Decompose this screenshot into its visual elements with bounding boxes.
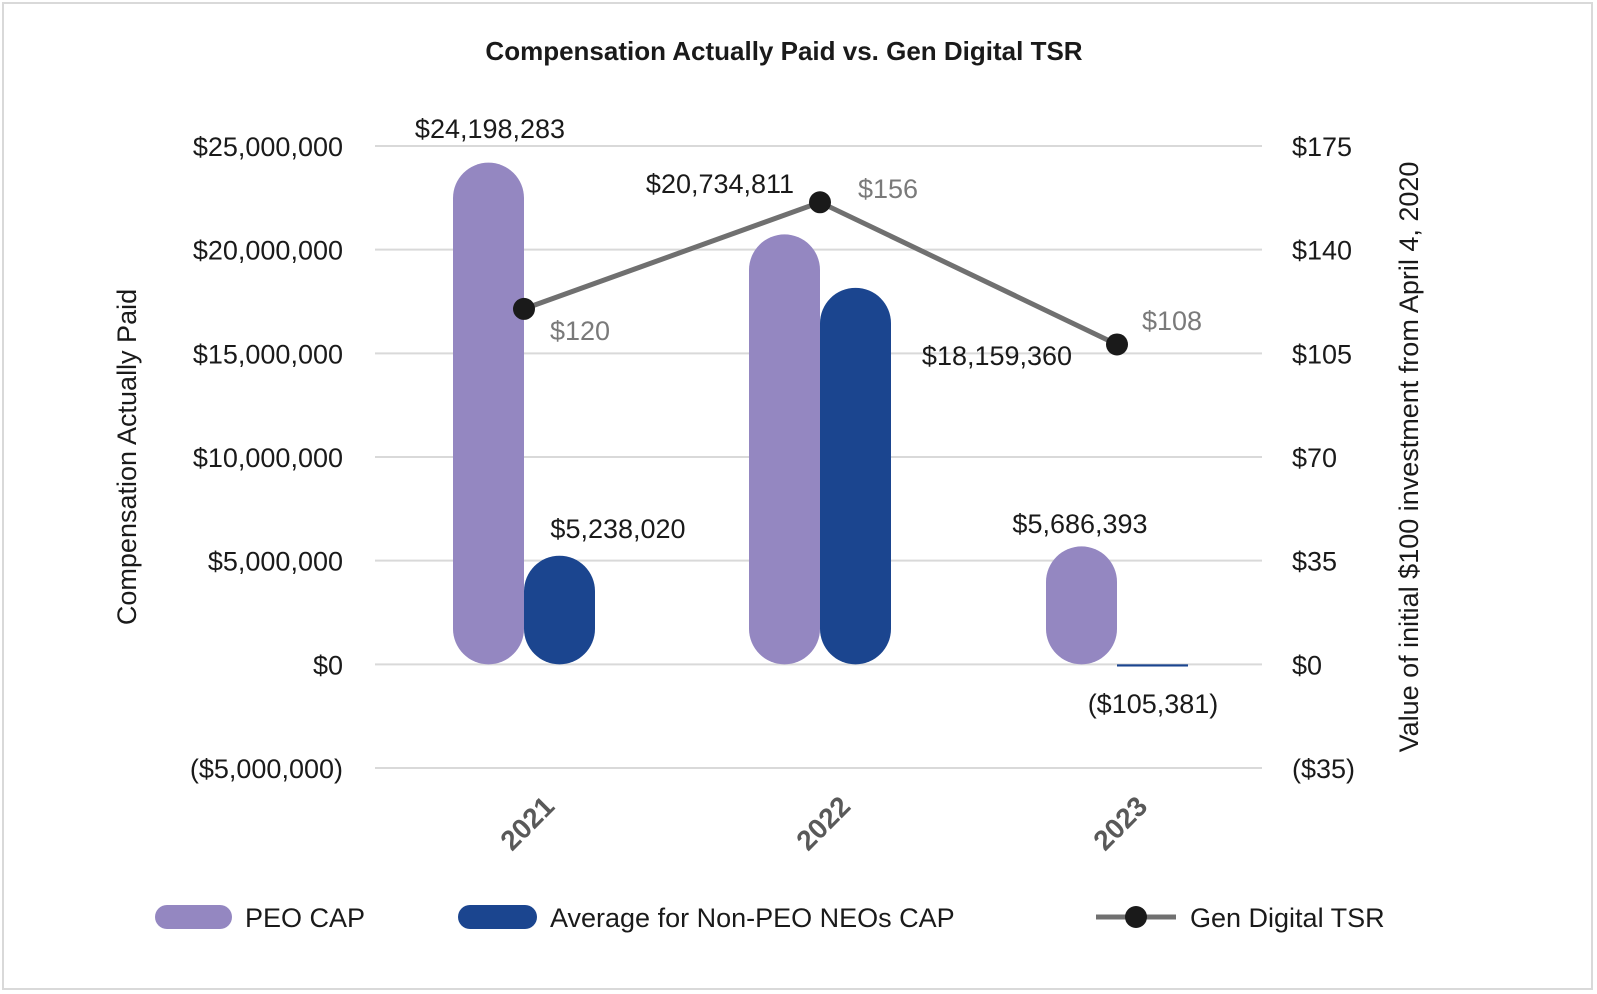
tsr-marker-2021	[513, 297, 535, 320]
bar-peo-2022	[749, 234, 820, 665]
data-label: $5,686,393	[1012, 509, 1147, 539]
legend-label-peo: PEO CAP	[245, 903, 365, 933]
y-right-tick-label: $35	[1292, 547, 1337, 577]
y-tick-label: ($5,000,000)	[190, 754, 343, 784]
tsr-marker-2023	[1106, 333, 1128, 356]
y-right-axis-label: Value of initial $100 investment from Ap…	[1394, 162, 1424, 753]
y-right-tick-label: $105	[1292, 339, 1352, 369]
bar-peo-2021	[453, 162, 524, 665]
tsr-data-label: $108	[1142, 306, 1202, 336]
bar-neo-2023	[1117, 664, 1188, 667]
y-right-tick-label: $70	[1292, 443, 1337, 473]
tsr-data-label: $120	[550, 316, 610, 346]
y-tick-label: $5,000,000	[208, 547, 343, 577]
y-right-tick-label: $175	[1292, 132, 1352, 162]
legend-label-neo: Average for Non-PEO NEOs CAP	[550, 903, 955, 933]
data-label: $24,198,283	[415, 114, 565, 144]
legend-label-tsr: Gen Digital TSR	[1190, 903, 1385, 933]
y-axis-label: Compensation Actually Paid	[112, 289, 142, 625]
legend-swatch-neo	[458, 905, 537, 929]
legend-swatch-peo	[155, 905, 232, 929]
chart-title: Compensation Actually Paid vs. Gen Digit…	[485, 36, 1082, 66]
y-tick-label: $20,000,000	[193, 236, 343, 266]
x-tick-label: 2023	[1087, 790, 1153, 856]
tsr-marker-2022	[809, 191, 831, 214]
y-tick-label: $10,000,000	[193, 443, 343, 473]
tsr-data-label: $156	[858, 174, 918, 204]
y-tick-label: $25,000,000	[193, 132, 343, 162]
y-tick-label: $0	[313, 650, 343, 680]
data-label: ($105,381)	[1088, 689, 1219, 719]
bar-neo-2021	[524, 555, 595, 665]
data-label: $5,238,020	[550, 514, 685, 544]
y-right-tick-label: ($35)	[1292, 754, 1355, 784]
data-label: $20,734,811	[646, 169, 794, 199]
x-tick-label: 2022	[790, 790, 856, 856]
y-right-tick-label: $140	[1292, 236, 1352, 266]
bar-neo-2022	[820, 287, 891, 665]
data-label: $18,159,360	[922, 341, 1072, 371]
y-right-tick-label: $0	[1292, 650, 1322, 680]
legend-swatch-tsr-marker	[1125, 906, 1147, 928]
bar-peo-2023	[1046, 546, 1117, 665]
x-tick-label: 2021	[494, 790, 560, 856]
y-tick-label: $15,000,000	[193, 339, 343, 369]
